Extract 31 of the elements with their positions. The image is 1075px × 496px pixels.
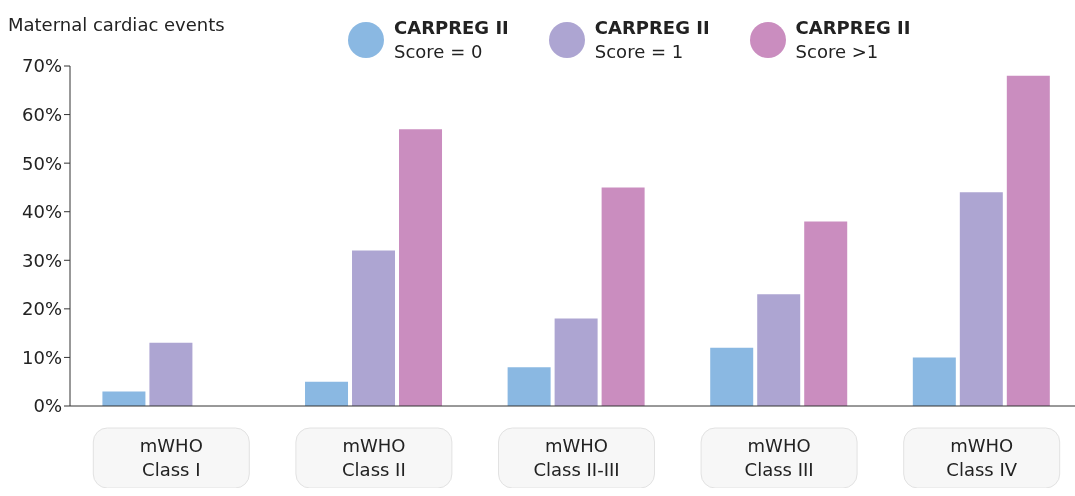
bar bbox=[149, 342, 193, 406]
x-tick-label: mWHO Class I bbox=[139, 435, 203, 480]
x-tick-label: mWHO Class II bbox=[342, 435, 406, 480]
x-tick-label: mWHO Class IV bbox=[946, 435, 1018, 480]
bar bbox=[912, 357, 956, 406]
y-tick-label: 60% bbox=[21, 103, 62, 125]
bar bbox=[507, 367, 551, 406]
y-tick-label: 0% bbox=[33, 395, 62, 417]
legend-label: CARPREG II Score = 0 bbox=[394, 16, 509, 64]
x-tick-label: mWHO Class II-III bbox=[533, 435, 620, 480]
bar bbox=[710, 347, 754, 406]
bar bbox=[305, 381, 349, 406]
bar bbox=[804, 221, 848, 406]
legend-label: CARPREG II Score = 1 bbox=[594, 16, 710, 64]
bar bbox=[352, 250, 396, 406]
bar bbox=[601, 187, 645, 406]
y-tick-label: 70% bbox=[21, 55, 62, 77]
bar bbox=[1006, 75, 1050, 406]
y-tick-label: 50% bbox=[21, 152, 62, 174]
bar bbox=[554, 318, 598, 406]
y-tick-label: 40% bbox=[21, 201, 62, 223]
x-tick-label: mWHO Class III bbox=[744, 435, 814, 480]
y-tick-label: 20% bbox=[21, 298, 62, 320]
bar bbox=[959, 192, 1003, 406]
bar bbox=[102, 391, 146, 406]
y-axis-title: Maternal cardiac events bbox=[8, 14, 225, 35]
bar bbox=[399, 129, 443, 406]
y-tick-label: 30% bbox=[21, 249, 62, 271]
bar bbox=[757, 294, 801, 406]
legend-label: CARPREG II Score >1 bbox=[795, 16, 911, 64]
y-tick-label: 10% bbox=[21, 346, 62, 368]
